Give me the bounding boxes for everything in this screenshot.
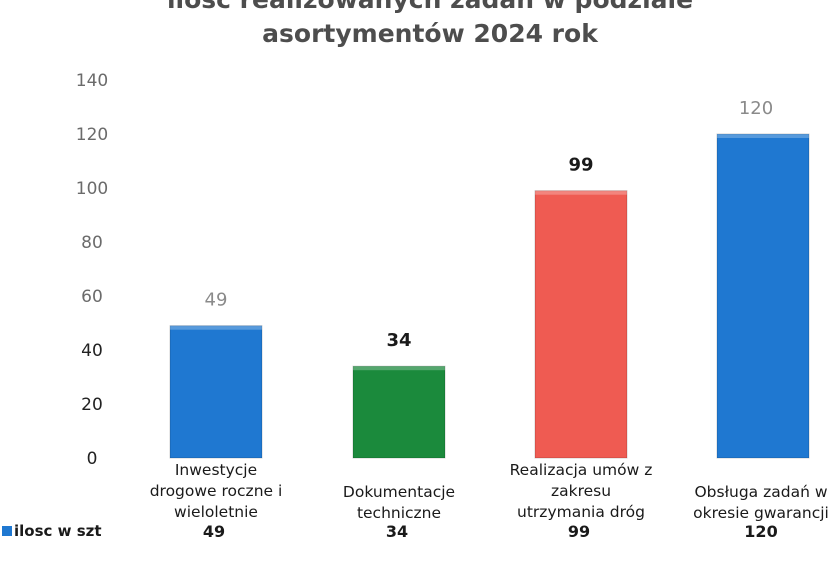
y-tick-label: 100 bbox=[76, 179, 108, 199]
category-label: Inwestycje bbox=[175, 461, 257, 479]
chart-title-line: asortymentów 2024 rok bbox=[262, 19, 599, 48]
data-label: 34 bbox=[386, 330, 411, 351]
category-label: okresie gwarancji bbox=[693, 504, 829, 522]
category-label: utrzymania dróg bbox=[517, 503, 645, 521]
bar-highlight bbox=[717, 134, 809, 138]
y-tick-label: 60 bbox=[81, 287, 103, 307]
bar bbox=[352, 365, 446, 459]
table-value: 49 bbox=[203, 522, 225, 541]
category-label: techniczne bbox=[357, 504, 441, 522]
table-value: 34 bbox=[386, 522, 408, 541]
data-label: 49 bbox=[205, 290, 228, 311]
data-label: 120 bbox=[739, 98, 773, 119]
category-labels: Inwestycje drogowe roczne i wieloletnie Dok… bbox=[150, 461, 829, 522]
bars bbox=[169, 133, 810, 459]
data-labels: 49 34 99 120 bbox=[205, 98, 774, 351]
y-axis-ticks: 0 20 40 60 80 100 120 140 bbox=[76, 71, 108, 469]
chart-title: ilosc realizowanych zadań w podziale asor… bbox=[167, 0, 693, 48]
category-label: drogowe roczne i bbox=[150, 482, 283, 500]
table-value: 99 bbox=[568, 522, 590, 541]
bar-highlight bbox=[535, 190, 627, 195]
category-label: Obsługa zadań w bbox=[694, 483, 827, 501]
bar bbox=[169, 325, 263, 459]
chart-title-line: ilosc realizowanych zadań w podziale bbox=[167, 0, 693, 14]
category-label: Realizacja umów z bbox=[510, 461, 653, 479]
bar bbox=[534, 190, 628, 459]
y-tick-label: 40 bbox=[81, 341, 103, 361]
data-label: 99 bbox=[568, 155, 593, 176]
legend: ilosc w szt bbox=[2, 522, 102, 540]
category-label: wieloletnie bbox=[174, 503, 258, 521]
category-label: zakresu bbox=[551, 482, 611, 500]
bar-highlight bbox=[170, 325, 262, 330]
y-tick-label: 140 bbox=[76, 71, 108, 91]
data-table-row: 49 34 99 120 bbox=[203, 522, 778, 541]
y-tick-label: 80 bbox=[81, 233, 103, 253]
y-tick-label: 0 bbox=[87, 449, 98, 469]
legend-swatch bbox=[2, 526, 12, 536]
category-label: Dokumentacje bbox=[343, 483, 455, 501]
bar-highlight bbox=[353, 366, 445, 371]
table-value: 120 bbox=[744, 522, 777, 541]
y-tick-label: 120 bbox=[76, 125, 108, 145]
bar bbox=[716, 133, 810, 459]
legend-label: ilosc w szt bbox=[14, 522, 102, 540]
y-tick-label: 20 bbox=[81, 395, 103, 415]
